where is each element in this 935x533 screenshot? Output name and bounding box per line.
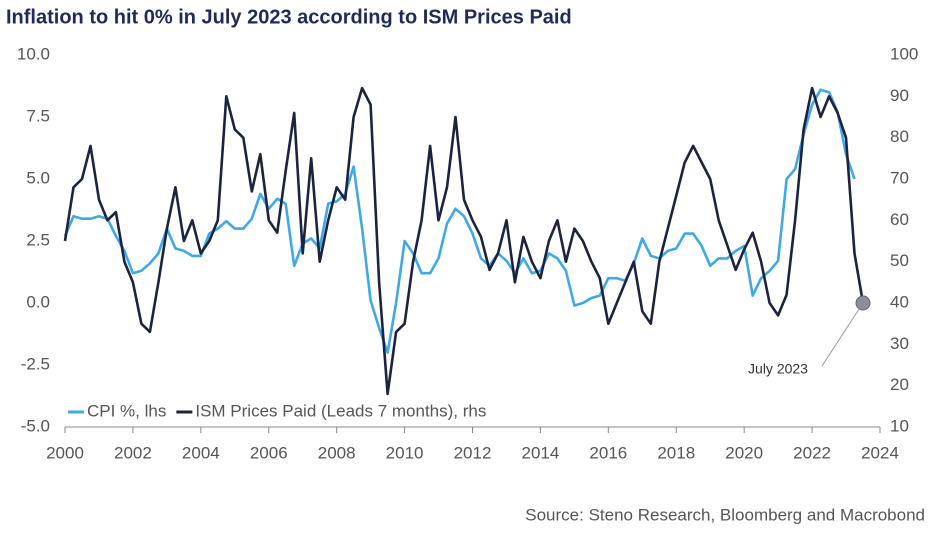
y-tick-label: 10.0 — [17, 44, 50, 63]
x-tick-label: 2014 — [522, 443, 560, 462]
y2-tick-label: 100 — [890, 44, 918, 63]
annotation-leader — [821, 302, 864, 367]
y-tick-label: -2.5 — [21, 354, 50, 373]
y-tick-label: 7.5 — [26, 106, 50, 125]
y-tick-label: -5.0 — [21, 416, 50, 435]
annotation-marker — [855, 295, 871, 311]
y2-tick-label: 70 — [890, 168, 909, 187]
legend-label: ISM Prices Paid (Leads 7 months), rhs — [195, 401, 486, 420]
series-line — [63, 86, 865, 396]
x-tick-label: 2008 — [318, 443, 356, 462]
y2-tick-label: 40 — [890, 292, 909, 311]
y2-tick-label: 80 — [890, 127, 909, 146]
x-tick-label: 2000 — [46, 443, 84, 462]
x-tick-label: 2006 — [250, 443, 288, 462]
x-tick-label: 2016 — [589, 443, 627, 462]
y2-tick-label: 10 — [890, 416, 909, 435]
x-tick-label: 2012 — [454, 443, 492, 462]
chart-title: Inflation to hit 0% in July 2023 accordi… — [6, 6, 572, 28]
y2-tick-label: 30 — [890, 334, 909, 353]
x-tick-label: 2010 — [386, 443, 424, 462]
annotation: July 2023 — [748, 361, 808, 377]
x-tick-label: 2004 — [182, 443, 220, 462]
y2-tick-label: 20 — [890, 375, 909, 394]
y-tick-label: 0.0 — [26, 292, 50, 311]
x-tick-label: 2018 — [657, 443, 695, 462]
x-tick-label: 2020 — [725, 443, 763, 462]
legend-label: CPI %, lhs — [87, 401, 166, 420]
x-tick-label: 2002 — [114, 443, 152, 462]
y2-tick-label: 60 — [890, 210, 909, 229]
source: Source: Steno Research, Bloomberg and Ma… — [525, 505, 925, 524]
x-tick-label: 2024 — [861, 443, 899, 462]
y2-tick-label: 90 — [890, 86, 909, 105]
series-line — [63, 88, 856, 354]
y-tick-label: 5.0 — [26, 168, 50, 187]
y-tick-label: 2.5 — [26, 230, 50, 249]
x-tick-label: 2022 — [793, 443, 831, 462]
y2-tick-label: 50 — [890, 251, 909, 270]
